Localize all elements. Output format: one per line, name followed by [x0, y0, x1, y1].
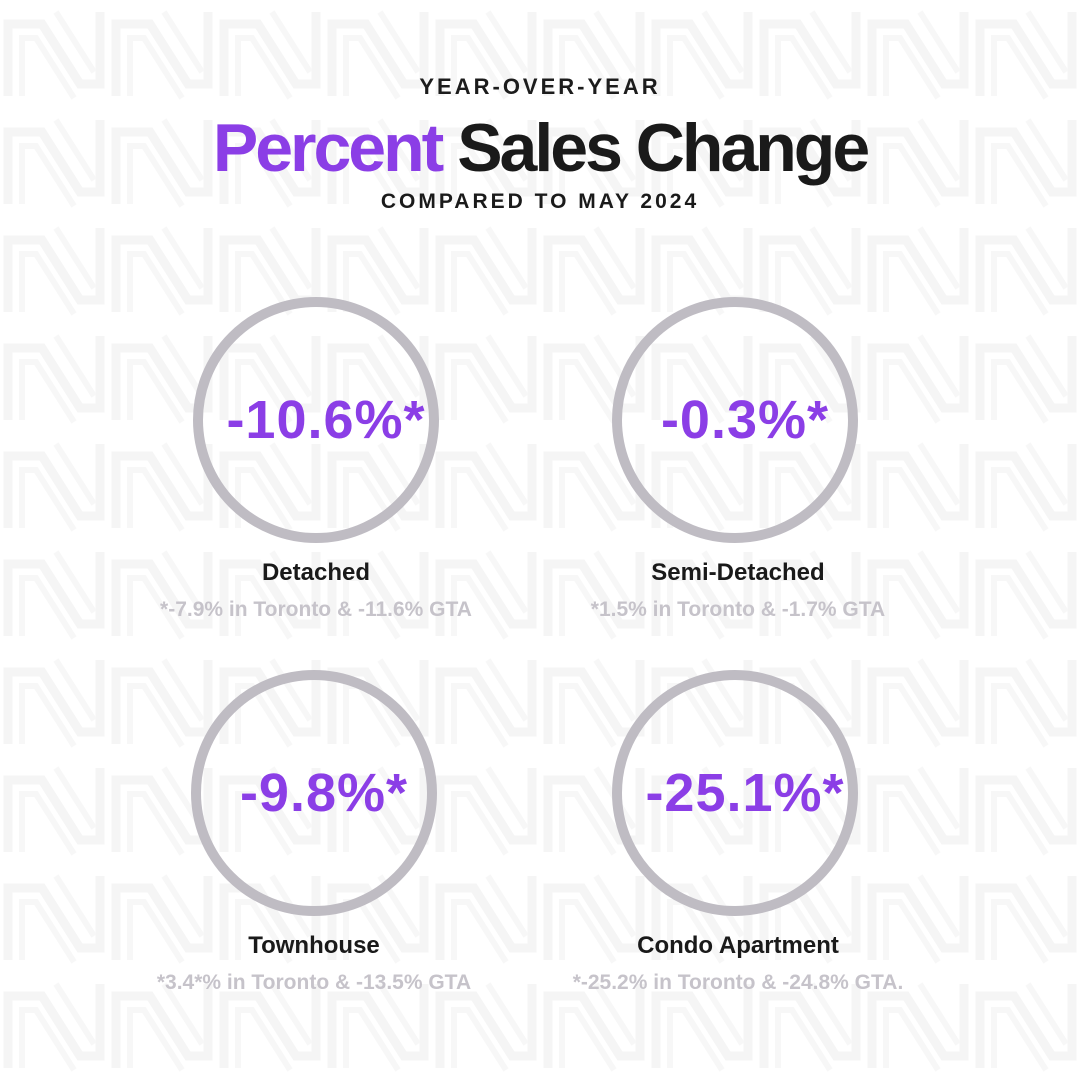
- stat-label: Detached: [261, 559, 371, 586]
- stat-note: *-7.9% in Toronto & -11.6% GTA: [160, 598, 472, 621]
- eyebrow-label: YEAR-OVER-YEAR: [419, 74, 661, 99]
- page-title: Percent Sales Change: [0, 108, 1080, 188]
- stat-value: -0.3%*: [660, 390, 830, 450]
- stat-value: -25.1%*: [645, 763, 845, 823]
- stat-ring: -25.1%*: [612, 670, 858, 916]
- stat-ring: -9.8%*: [191, 670, 437, 916]
- title-accent-word: Percent: [212, 110, 444, 186]
- stat-condo-apartment: -25.1%* Condo Apartment *-25.2% in Toron…: [528, 670, 948, 1010]
- title-main-words: Sales Change: [441, 110, 870, 186]
- subtitle: COMPARED TO MAY 2024: [380, 190, 700, 213]
- stat-label: Townhouse: [248, 932, 380, 959]
- stat-value: -10.6%*: [226, 390, 426, 450]
- stat-note: *3.4*% in Toronto & -13.5% GTA: [156, 971, 472, 994]
- stat-ring: -10.6%*: [193, 297, 439, 543]
- stat-ring: -0.3%*: [612, 297, 858, 543]
- stat-note: *1.5% in Toronto & -1.7% GTA: [590, 598, 886, 621]
- stat-label: Condo Apartment: [637, 932, 839, 959]
- stat-note: *-25.2% in Toronto & -24.8% GTA.: [572, 971, 904, 994]
- stat-semi-detached: -0.3%* Semi-Detached *1.5% in Toronto & …: [528, 297, 948, 637]
- stat-value: -9.8%*: [239, 763, 409, 823]
- stat-label: Semi-Detached: [651, 559, 825, 586]
- stat-detached: -10.6%* Detached *-7.9% in Toronto & -11…: [106, 297, 526, 637]
- stat-townhouse: -9.8%* Townhouse *3.4*% in Toronto & -13…: [104, 670, 524, 1010]
